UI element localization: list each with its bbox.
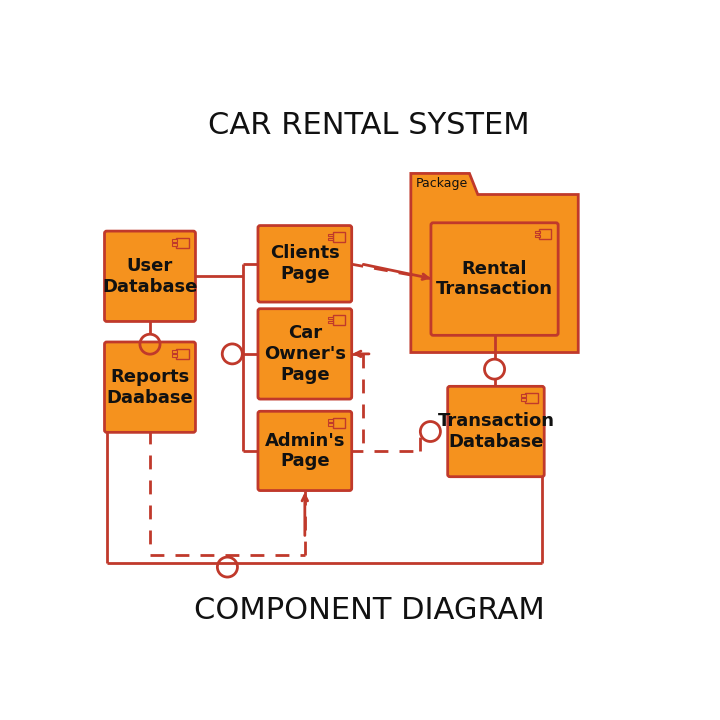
Text: Transaction
Database: Transaction Database	[438, 412, 554, 451]
Text: Admin's
Page: Admin's Page	[264, 431, 345, 470]
FancyBboxPatch shape	[448, 387, 544, 477]
Bar	[539, 230, 552, 240]
Text: Reports
Daabase: Reports Daabase	[107, 368, 194, 407]
Text: Rental
Transaction: Rental Transaction	[436, 260, 553, 299]
Bar	[172, 243, 177, 246]
FancyBboxPatch shape	[258, 411, 351, 490]
Bar	[521, 395, 526, 397]
Bar	[328, 420, 333, 422]
Bar	[328, 317, 333, 320]
Bar	[176, 238, 189, 248]
Bar	[535, 231, 540, 233]
Bar	[333, 233, 345, 242]
Bar	[328, 238, 333, 240]
Text: COMPONENT DIAGRAM: COMPONENT DIAGRAM	[194, 596, 544, 625]
Text: Car
Owner's
Page: Car Owner's Page	[264, 324, 346, 384]
Bar	[333, 418, 345, 428]
Bar	[328, 321, 333, 323]
FancyBboxPatch shape	[104, 231, 195, 321]
FancyBboxPatch shape	[104, 342, 195, 432]
Bar	[328, 234, 333, 236]
Bar	[526, 393, 538, 403]
Polygon shape	[411, 174, 578, 353]
Bar	[535, 235, 540, 238]
Text: User
Database: User Database	[102, 257, 198, 296]
Bar	[172, 354, 177, 356]
Bar	[172, 350, 177, 353]
FancyBboxPatch shape	[258, 309, 351, 399]
Bar	[521, 398, 526, 401]
Bar	[176, 348, 189, 359]
Bar	[328, 423, 333, 426]
Text: Clients
Page: Clients Page	[270, 244, 340, 283]
Bar	[172, 239, 177, 242]
FancyBboxPatch shape	[431, 222, 558, 336]
Text: CAR RENTAL SYSTEM: CAR RENTAL SYSTEM	[208, 111, 530, 140]
Bar	[333, 315, 345, 325]
Text: Package: Package	[415, 177, 467, 191]
FancyBboxPatch shape	[258, 225, 351, 302]
